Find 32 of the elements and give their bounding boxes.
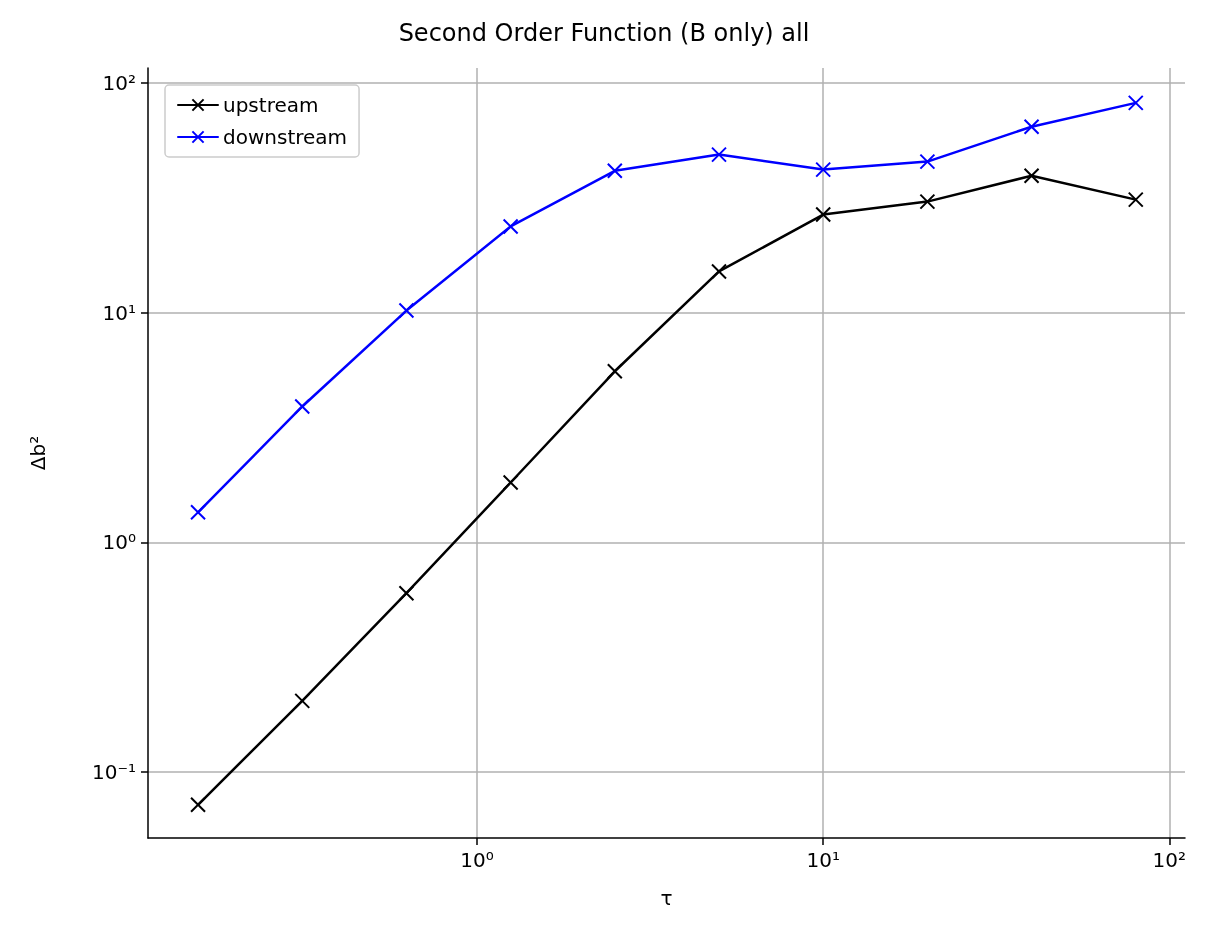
- point: [1023, 167, 1040, 184]
- point: [815, 161, 832, 178]
- point: [919, 193, 936, 210]
- point: [711, 146, 728, 163]
- point: [190, 796, 207, 813]
- y-tick-label: 10¹: [102, 300, 136, 325]
- point: [711, 263, 728, 280]
- point: [606, 363, 623, 380]
- legend-label: upstream: [223, 93, 319, 117]
- point: [398, 302, 415, 319]
- x-tick-label: 10¹: [806, 848, 840, 872]
- legend-label: downstream: [223, 125, 348, 149]
- point: [190, 504, 207, 521]
- point: [1127, 94, 1144, 111]
- point: [1023, 118, 1040, 135]
- y-axis-title: Δb²: [26, 435, 50, 471]
- point: [1127, 191, 1144, 208]
- point: [815, 206, 832, 223]
- x-tick-label: 10⁰: [460, 848, 494, 872]
- point: [294, 692, 311, 709]
- y-tick-label: 10²: [102, 70, 136, 95]
- point: [919, 153, 936, 170]
- point: [606, 162, 623, 179]
- point: [294, 398, 311, 415]
- point: [502, 218, 519, 235]
- x-axis-title: τ: [660, 886, 673, 910]
- y-tick-label: 10⁰: [102, 530, 136, 555]
- point: [502, 474, 519, 491]
- point: [398, 585, 415, 602]
- chart-title: Second Order Function (B only) all: [398, 19, 810, 47]
- x-tick-label: 10²: [1152, 848, 1187, 872]
- y-tick-label: 10⁻¹: [91, 759, 136, 784]
